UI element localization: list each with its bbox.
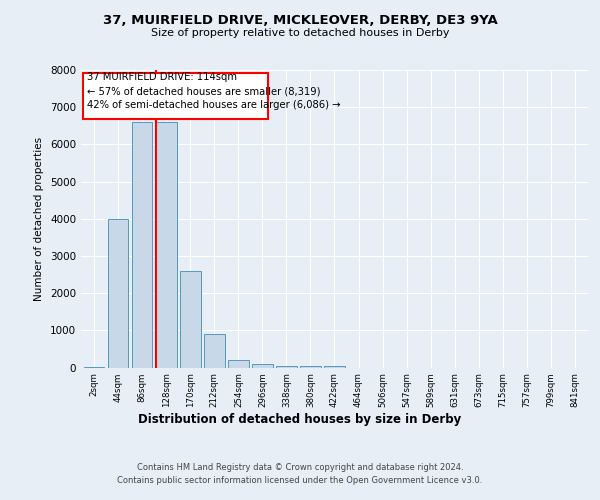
Bar: [180, 271, 200, 368]
Bar: [252, 364, 272, 368]
Bar: [324, 366, 345, 368]
Y-axis label: Number of detached properties: Number of detached properties: [34, 136, 44, 301]
Bar: [84, 366, 104, 368]
Bar: [132, 122, 152, 368]
Text: Contains HM Land Registry data © Crown copyright and database right 2024.: Contains HM Land Registry data © Crown c…: [137, 462, 463, 471]
Bar: [108, 219, 128, 368]
Text: 42% of semi-detached houses are larger (6,086) →: 42% of semi-detached houses are larger (…: [87, 100, 341, 110]
Text: Size of property relative to detached houses in Derby: Size of property relative to detached ho…: [151, 28, 449, 38]
Text: Contains public sector information licensed under the Open Government Licence v3: Contains public sector information licen…: [118, 476, 482, 485]
Bar: [228, 360, 248, 368]
Bar: [83, 72, 268, 119]
Bar: [276, 366, 296, 368]
Text: Distribution of detached houses by size in Derby: Distribution of detached houses by size …: [139, 412, 461, 426]
Text: 37 MUIRFIELD DRIVE: 114sqm: 37 MUIRFIELD DRIVE: 114sqm: [87, 72, 237, 83]
Text: 37, MUIRFIELD DRIVE, MICKLEOVER, DERBY, DE3 9YA: 37, MUIRFIELD DRIVE, MICKLEOVER, DERBY, …: [103, 14, 497, 27]
Text: ← 57% of detached houses are smaller (8,319): ← 57% of detached houses are smaller (8,…: [87, 86, 320, 96]
Bar: [156, 122, 176, 368]
Bar: [204, 334, 224, 368]
Bar: [300, 366, 320, 368]
